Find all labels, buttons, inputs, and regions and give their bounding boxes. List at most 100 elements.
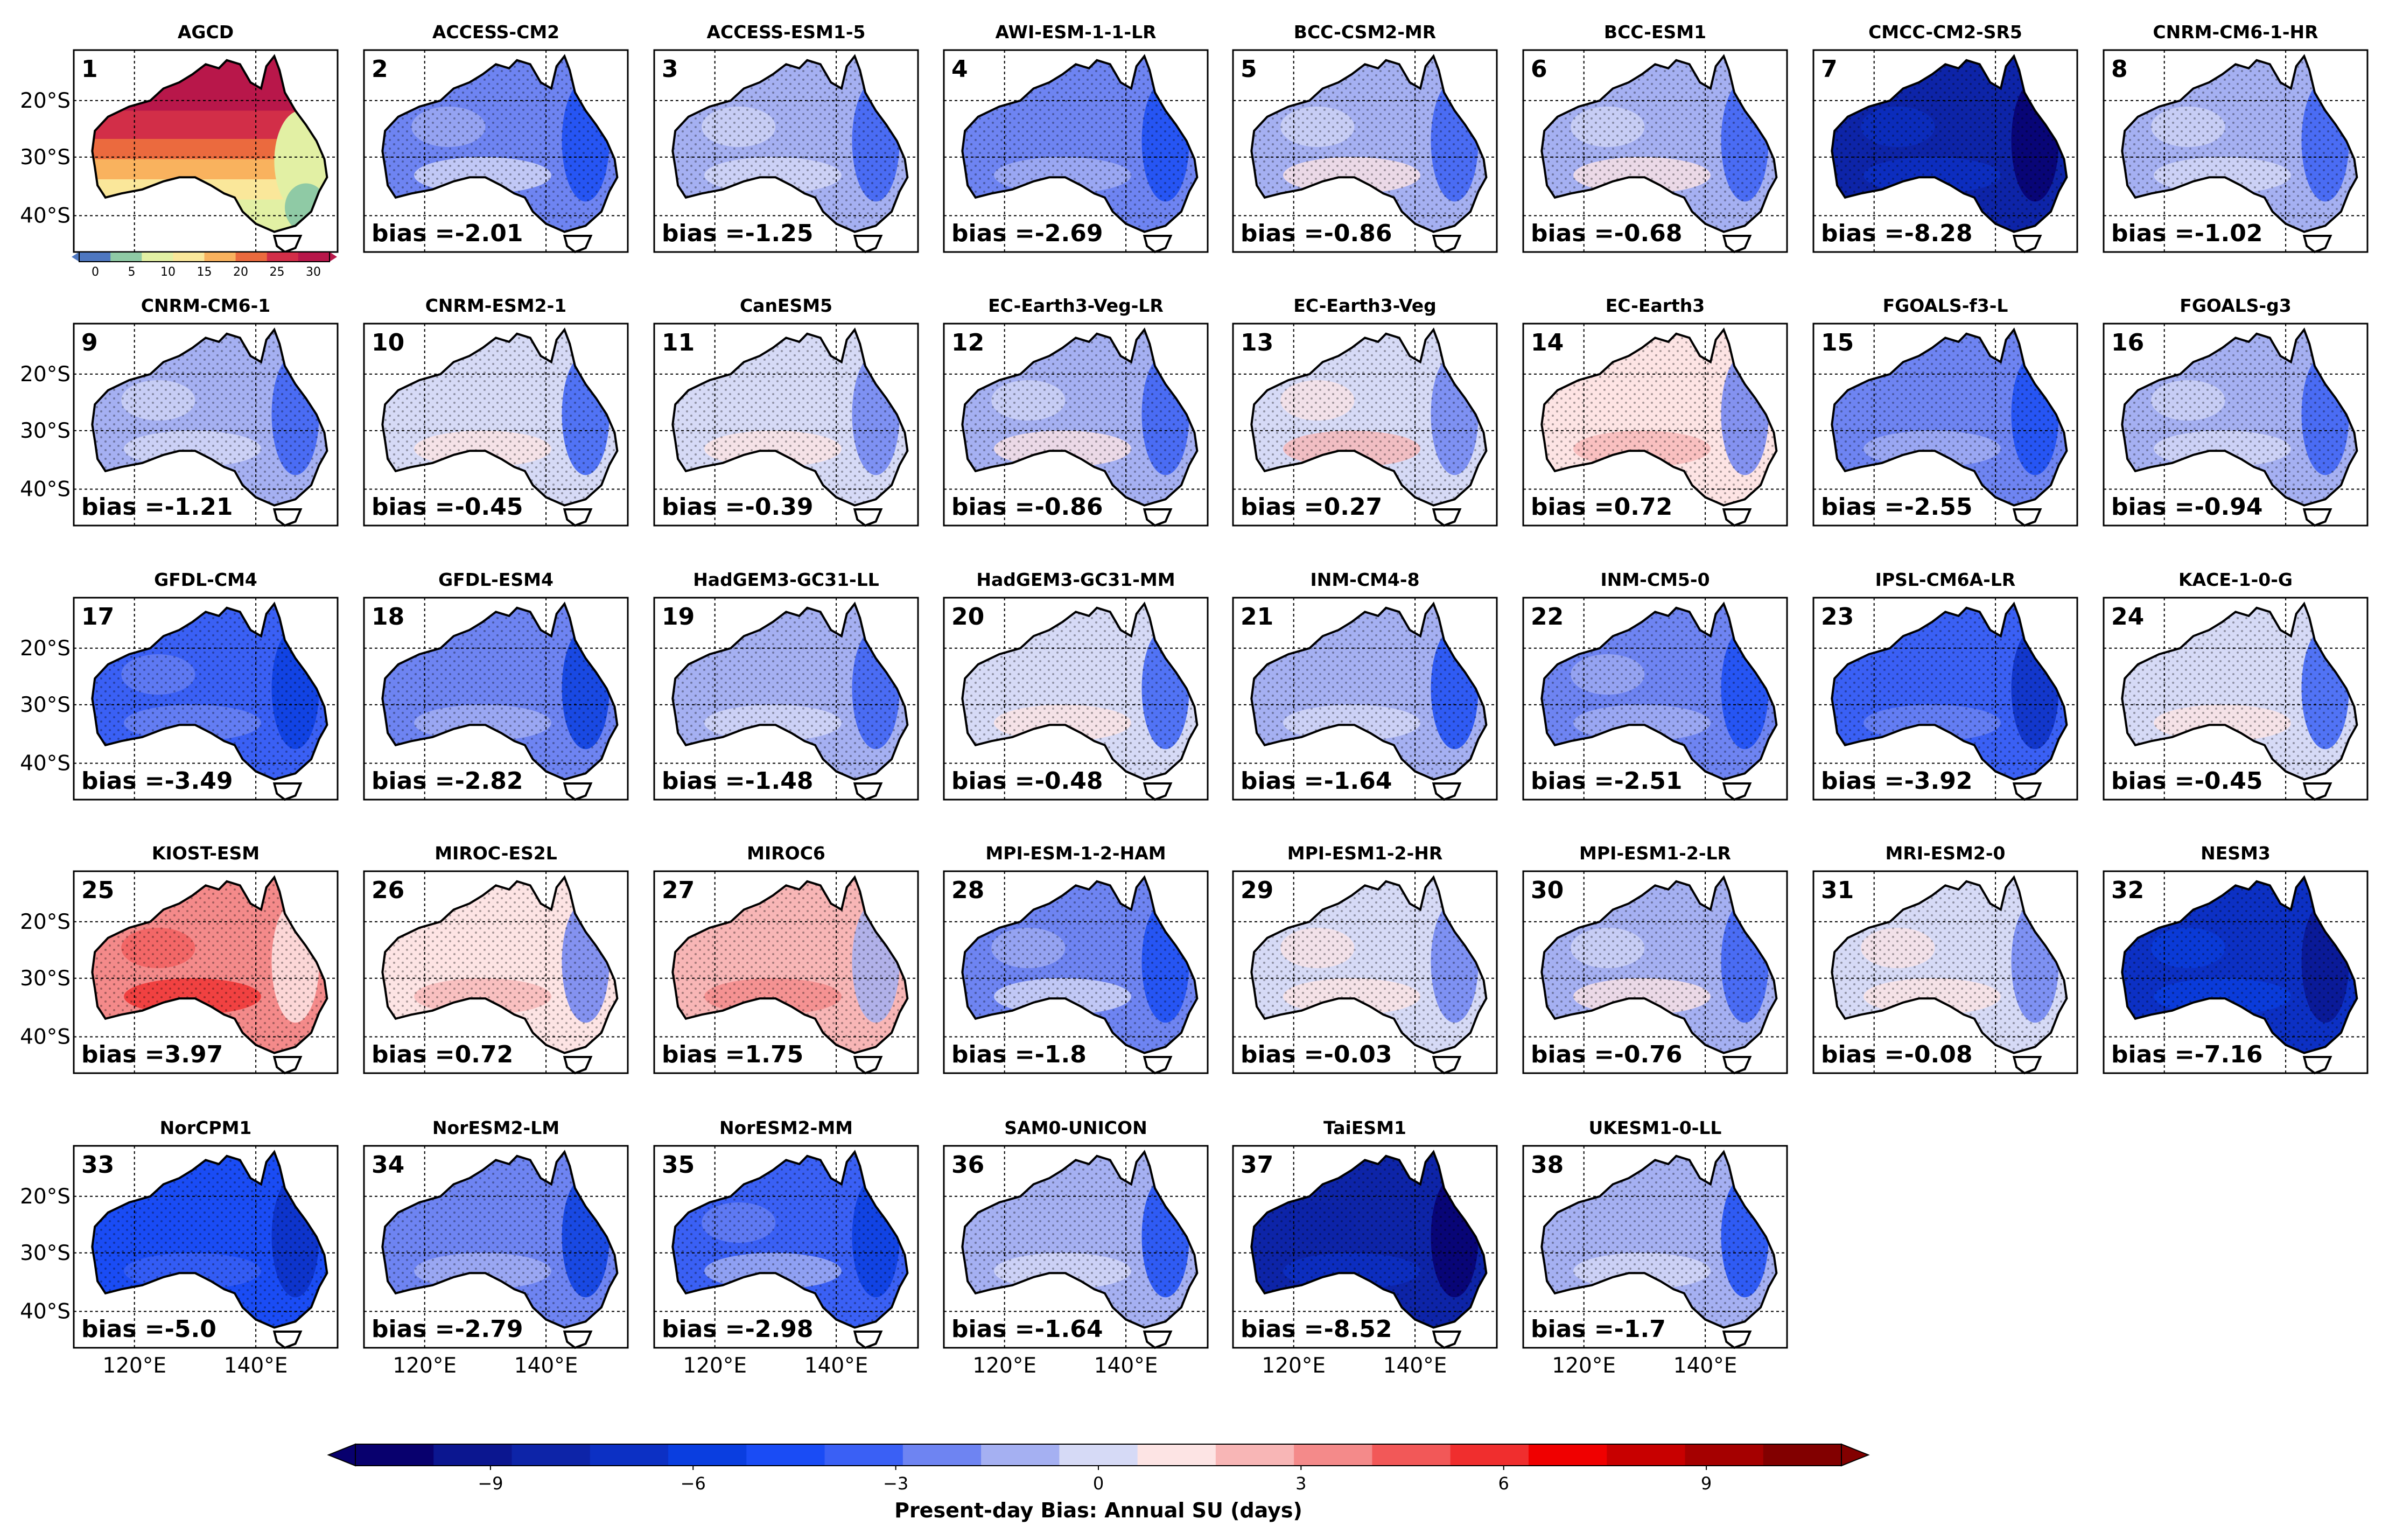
panel-title: HadGEM3-GC31-LL	[693, 569, 879, 590]
agcd-colorbar-segment	[298, 252, 330, 262]
gridlines	[364, 871, 628, 1073]
coastline	[1540, 601, 1778, 781]
bias-label: bias =-2.51	[1531, 767, 1682, 795]
tasmania-outline	[853, 782, 883, 801]
lat-label: 40°S	[20, 478, 71, 502]
panel-title: MIROC6	[747, 843, 825, 864]
coastline	[91, 601, 328, 781]
panel-title: FGOALS-f3-L	[1883, 295, 2008, 316]
bias-label: bias =-1.7	[1531, 1315, 1666, 1343]
agcd-colorbar-segment	[235, 252, 268, 262]
map-panel-14: EC-Earth3 14 bias =0.72	[1522, 295, 1788, 527]
tasmania-outline	[1722, 508, 1752, 527]
gridlines	[74, 1146, 338, 1348]
bias-label: bias =-0.03	[1241, 1041, 1392, 1068]
tasmania-outline	[1432, 235, 1462, 254]
gridlines	[1233, 1146, 1497, 1348]
panel-title: EC-Earth3-Veg-LR	[988, 295, 1164, 316]
tasmania-outline	[1143, 782, 1173, 801]
lon-label: 120°E	[102, 1354, 166, 1378]
tasmania-outline	[563, 782, 593, 801]
tasmania-outline	[1432, 508, 1462, 527]
panel-title: CMCC-CM2-SR5	[1868, 22, 2022, 43]
bias-label: bias =-2.69	[951, 220, 1103, 247]
bias-label: bias =-0.86	[1241, 220, 1392, 247]
lat-label: 30°S	[20, 1241, 71, 1265]
panel-title: NorESM2-LM	[432, 1117, 559, 1138]
panel-title: NESM3	[2201, 843, 2271, 864]
coastline	[91, 875, 328, 1054]
panel-title: MPI-ESM1-2-HR	[1287, 843, 1443, 864]
bias-label: bias =-0.68	[1531, 220, 1682, 247]
map-panel-4: AWI-ESM-1-1-LR 4 bias =-2.69	[943, 22, 1209, 254]
coastline	[961, 1150, 1199, 1329]
lon-label: 140°E	[224, 1354, 288, 1378]
agcd-colorbar-segment	[110, 252, 142, 262]
map-panel-17: GFDL-CM4 17 bias =-3.49 20°S 30°S 40°S	[20, 569, 339, 801]
panel-title: GFDL-CM4	[154, 569, 257, 590]
tasmania-outline	[1722, 1056, 1752, 1075]
coastline	[1540, 875, 1778, 1054]
lat-label: 40°S	[20, 204, 71, 228]
agcd-colorbar-segment	[173, 252, 205, 262]
panel-title: KIOST-ESM	[152, 843, 260, 864]
panel-number: 4	[951, 55, 968, 83]
map-panel-19: HadGEM3-GC31-LL 19 bias =-1.48	[653, 569, 919, 801]
coastline	[1250, 601, 1488, 781]
colorbar-tick: 3	[1295, 1473, 1306, 1494]
colorbar-segment	[355, 1444, 434, 1466]
map-panel-20: HadGEM3-GC31-MM 20 bias =-0.48	[943, 569, 1209, 801]
coastline	[1250, 327, 1488, 507]
bias-label: bias =-0.76	[1531, 1041, 1682, 1068]
map-panel-22: INM-CM5-0 22 bias =-2.51	[1522, 569, 1788, 801]
colorbar-segment	[1372, 1444, 1451, 1466]
panel-number: 37	[1241, 1151, 1273, 1179]
map-panel-34: NorESM2-LM 34 bias =-2.79 120°E 140°E	[363, 1117, 629, 1378]
map-panel-21: INM-CM4-8 21 bias =-1.64	[1232, 569, 1498, 801]
colorbar-segment	[1137, 1444, 1216, 1466]
colorbar-tick: −3	[883, 1473, 908, 1494]
panel-number: 20	[951, 603, 984, 631]
bias-label: bias =-7.16	[2111, 1041, 2262, 1068]
panel-number: 30	[1531, 877, 1564, 904]
map-panel-30: MPI-ESM1-2-LR 30 bias =-0.76	[1522, 843, 1788, 1075]
panel-number: 24	[2111, 603, 2144, 631]
agcd-colorbar-segment	[79, 252, 111, 262]
coastline	[961, 601, 1199, 781]
gridlines	[654, 871, 918, 1073]
lon-label: 140°E	[514, 1354, 578, 1378]
tasmania-outline	[1143, 1331, 1173, 1349]
bias-label: bias =-1.64	[1241, 767, 1392, 795]
bias-label: bias =-0.39	[662, 493, 813, 521]
panel-number: 3	[662, 55, 678, 83]
tasmania-outline	[1722, 1331, 1752, 1349]
lon-label: 140°E	[804, 1354, 868, 1378]
map-panel-3: ACCESS-ESM1-5 3 bias =-1.25	[653, 22, 919, 254]
coastline	[1831, 54, 2068, 233]
map-panel-5: BCC-CSM2-MR 5 bias =-0.86	[1232, 22, 1498, 254]
panel-title: AWI-ESM-1-1-LR	[995, 22, 1156, 43]
colorbar-segment	[1528, 1444, 1607, 1466]
bias-label: bias =-2.01	[372, 220, 523, 247]
bias-label: bias =-0.94	[2111, 493, 2262, 521]
panel-title: TaiESM1	[1323, 1117, 1406, 1138]
gridlines	[74, 324, 338, 526]
map-panel-36: SAM0-UNICON 36 bias =-1.64 120°E 140°E	[943, 1117, 1209, 1378]
bias-label: bias =-1.64	[951, 1315, 1103, 1343]
gridlines	[2104, 871, 2367, 1073]
panel-title: INM-CM5-0	[1600, 569, 1710, 590]
map-panel-9: CNRM-CM6-1 9 bias =-1.21 20°S 30°S 40°S	[20, 295, 339, 527]
agcd-colorbar-segment	[267, 252, 299, 262]
panel-title: EC-Earth3-Veg	[1293, 295, 1437, 316]
gridlines	[1813, 324, 2077, 526]
panel-number: 25	[81, 877, 114, 904]
bias-label: bias =-0.86	[951, 493, 1103, 521]
panel-title: EC-Earth3	[1606, 295, 1705, 316]
bias-label: bias =1.75	[662, 1041, 803, 1068]
tasmania-outline	[563, 508, 593, 527]
gridlines	[2104, 324, 2367, 526]
panel-number: 5	[1241, 55, 1257, 83]
colorbar-tick: 9	[1701, 1473, 1712, 1494]
coastline	[381, 54, 619, 233]
panel-title: IPSL-CM6A-LR	[1875, 569, 2016, 590]
